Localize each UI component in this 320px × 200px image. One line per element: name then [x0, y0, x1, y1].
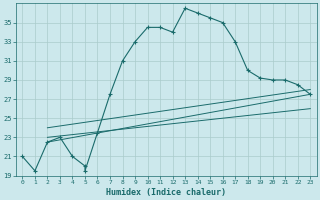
X-axis label: Humidex (Indice chaleur): Humidex (Indice chaleur): [106, 188, 226, 197]
